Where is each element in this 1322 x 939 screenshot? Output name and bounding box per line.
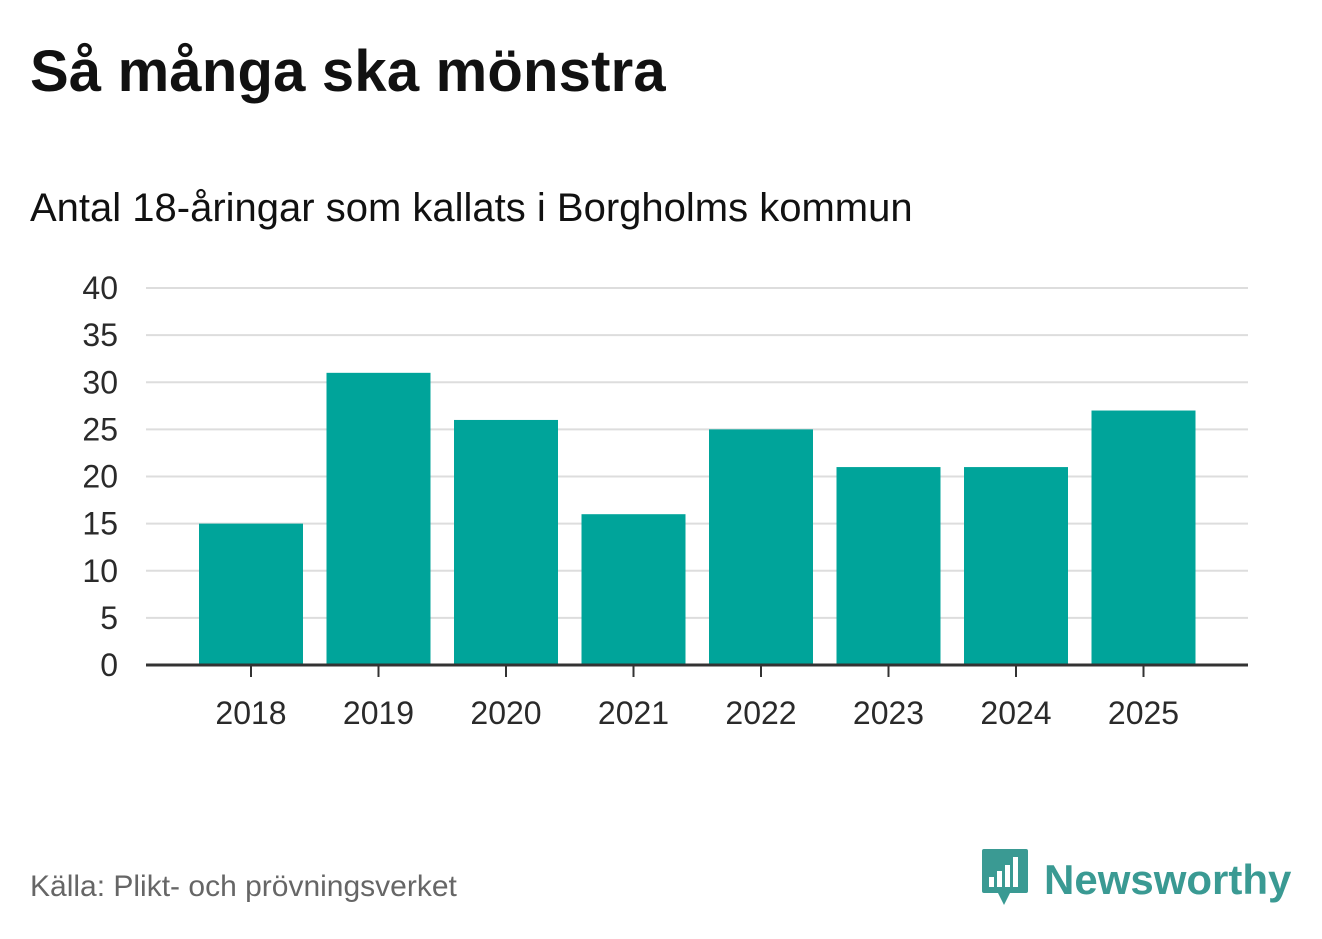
y-tick-label: 15	[82, 506, 118, 542]
y-tick-label: 35	[82, 317, 118, 353]
chart-subtitle: Antal 18-åringar som kallats i Borgholms…	[30, 186, 913, 230]
y-tick-label: 0	[100, 647, 118, 683]
brand-logo[interactable]: Newsworthy	[980, 848, 1291, 912]
y-tick-label: 5	[100, 600, 118, 636]
x-tick-label: 2021	[598, 695, 669, 731]
y-tick-label: 10	[82, 553, 118, 589]
y-tick-label: 25	[82, 411, 118, 447]
x-tick-label: 2018	[215, 695, 286, 731]
x-tick-label: 2020	[470, 695, 541, 731]
bar-chart-speech-bubble-icon	[980, 847, 1030, 914]
x-tick-label: 2022	[725, 695, 796, 731]
bar-2023	[836, 467, 941, 665]
bar-2021	[581, 514, 686, 665]
x-tick-label: 2023	[853, 695, 924, 731]
y-tick-label: 30	[82, 364, 118, 400]
chart-title: Så många ska mönstra	[30, 39, 666, 104]
bar-2019	[326, 372, 431, 665]
x-tick-label: 2019	[343, 695, 414, 731]
y-tick-label: 40	[82, 270, 118, 306]
bars	[199, 372, 1196, 665]
bar-2022	[709, 429, 813, 665]
gridlines	[146, 287, 1248, 619]
bar-2024	[964, 467, 1068, 665]
bar-2025	[1091, 410, 1196, 665]
brand-name: Newsworthy	[1044, 856, 1292, 903]
y-tick-label: 20	[82, 459, 118, 495]
x-tick-label: 2025	[1108, 695, 1179, 731]
x-tick-label: 2024	[980, 695, 1051, 731]
bar-2018	[199, 523, 303, 665]
bar-2020	[454, 419, 558, 665]
source-note: Källa: Plikt- och prövningsverket	[30, 870, 457, 903]
